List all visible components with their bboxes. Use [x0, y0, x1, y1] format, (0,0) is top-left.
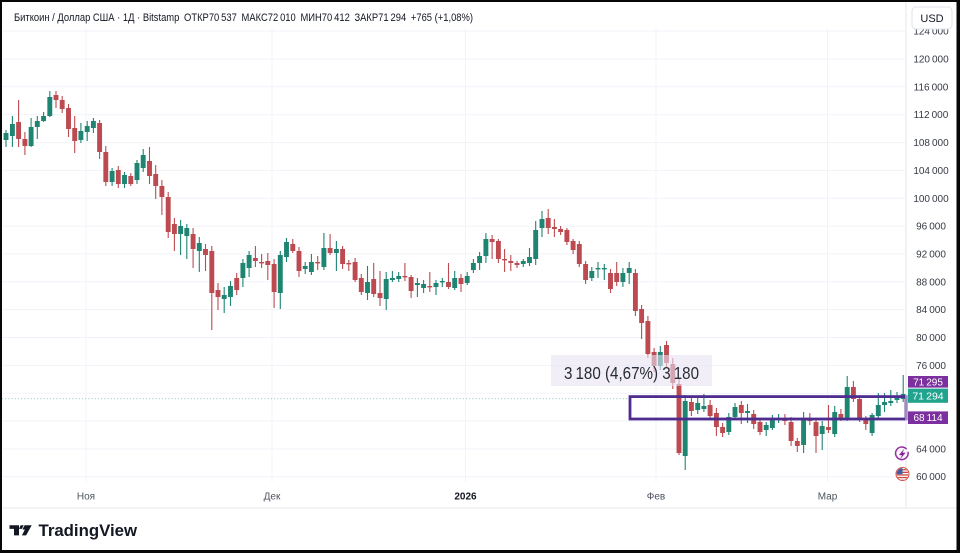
svg-text:64 000: 64 000 — [916, 444, 946, 455]
svg-text:80 000: 80 000 — [916, 333, 946, 344]
svg-text:84 000: 84 000 — [916, 305, 946, 316]
svg-text:Биткоин / Доллар США · 1Д · Bi: Биткоин / Доллар США · 1Д · Bitstamp ОТК… — [14, 12, 473, 24]
svg-text:60 000: 60 000 — [916, 472, 946, 483]
svg-text:76 000: 76 000 — [916, 361, 946, 372]
svg-text:100 000: 100 000 — [913, 194, 949, 205]
svg-text:Ноя: Ноя — [77, 492, 95, 503]
svg-text:TradingView: TradingView — [39, 522, 138, 540]
svg-text:2026: 2026 — [454, 492, 477, 503]
svg-text:Фев: Фев — [647, 492, 665, 503]
svg-text:104 000: 104 000 — [913, 166, 949, 177]
svg-text:116 000: 116 000 — [914, 82, 949, 93]
svg-text:92 000: 92 000 — [916, 249, 946, 260]
svg-text:Мар: Мар — [818, 492, 838, 503]
svg-text:USD: USD — [920, 13, 943, 25]
svg-text:Дек: Дек — [264, 492, 281, 503]
svg-text:96 000: 96 000 — [916, 222, 946, 233]
svg-text:120 000: 120 000 — [913, 55, 949, 66]
svg-text:3 180 (4,67%) 3 180: 3 180 (4,67%) 3 180 — [564, 363, 699, 383]
svg-text:68 114: 68 114 — [913, 413, 943, 424]
svg-text:71 294: 71 294 — [912, 391, 943, 403]
svg-text:88 000: 88 000 — [916, 277, 946, 288]
svg-text:71 295: 71 295 — [913, 377, 943, 388]
svg-text:108 000: 108 000 — [913, 138, 949, 149]
svg-text:112 000: 112 000 — [914, 110, 949, 121]
